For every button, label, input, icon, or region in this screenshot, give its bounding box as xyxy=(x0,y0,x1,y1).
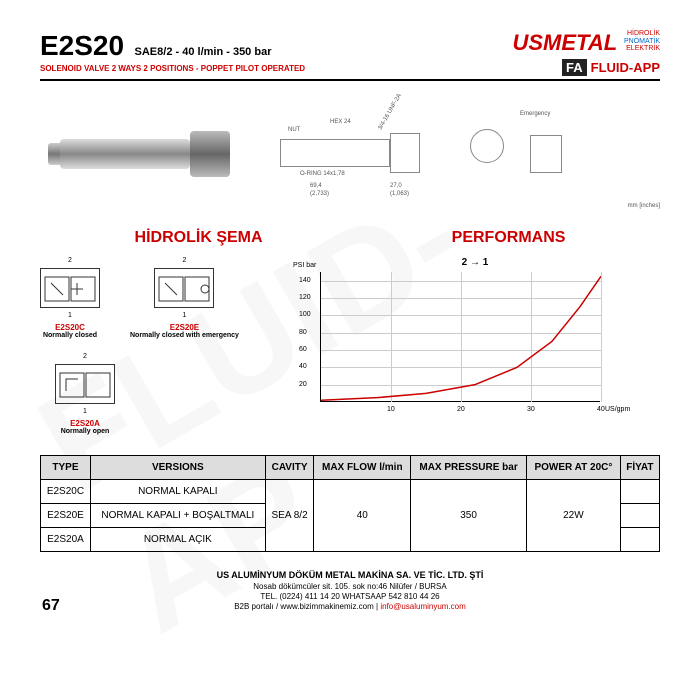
chart-legend: 2 → 1 xyxy=(290,257,660,268)
schema-2: 2 1 E2S20E Normally closed with emergenc… xyxy=(130,257,239,339)
performance-chart: 2 → 1 PSI bar 2040608010012014010203040U… xyxy=(290,257,660,435)
dim-69: 69,4 xyxy=(310,183,322,189)
address: Nosab dökümcüler sit. 105. sok no:46 Nil… xyxy=(40,582,660,592)
diagram-row: HEX 24 NUT 3/4-16 UNF-2A O-RING 14x1,78 … xyxy=(40,99,660,209)
header: E2S20 SAE8/2 - 40 l/min - 350 bar SOLENO… xyxy=(40,30,660,81)
schema-3: 2 1 E2S20A Normally open xyxy=(40,353,130,435)
logo-block: USMETAL HİDROLİK PNÖMATİK ELEKTRİK FAFLU… xyxy=(512,30,660,75)
brand-fluid: FAFLUID-APP xyxy=(512,60,660,75)
perf-title: PERFORMANS xyxy=(452,229,566,247)
label-emergency: Emergency xyxy=(520,111,550,117)
label-hex: HEX 24 xyxy=(330,119,351,125)
footer: US ALUMİNYUM DÖKÜM METAL MAKİNA SA. VE T… xyxy=(40,570,660,613)
units: mm [inches] xyxy=(628,203,660,209)
product-code: E2S20 xyxy=(40,30,124,61)
product-desc: SOLENOID VALVE 2 WAYS 2 POSITIONS - POPP… xyxy=(40,64,305,73)
product-specs: SAE8/2 - 40 l/min - 350 bar xyxy=(135,46,272,58)
email: info@usaluminyum.com xyxy=(380,602,465,611)
schema-title: HİDROLİK ŞEMA xyxy=(135,229,263,247)
phones: TEL. (0224) 411 14 20 WHATSAAP 542 810 4… xyxy=(40,592,660,602)
title-block: E2S20 SAE8/2 - 40 l/min - 350 bar SOLENO… xyxy=(40,30,305,73)
web: B2B portalı / www.bizimmakinemiz.com | i… xyxy=(40,602,660,612)
label-nut: NUT xyxy=(288,127,300,133)
schema-1: 2 1 E2S20C Normally closed xyxy=(40,257,100,339)
section-titles: HİDROLİK ŞEMA PERFORMANS xyxy=(40,229,660,247)
brand-usmetal: USMETAL xyxy=(512,30,617,55)
label-oring: O-RING 14x1,78 xyxy=(300,171,345,177)
brand-tags: HİDROLİK PNÖMATİK ELEKTRİK xyxy=(624,30,660,53)
label-thread: 3/4-16 UNF-2A xyxy=(377,93,402,131)
valve-render xyxy=(40,99,250,199)
content-row: 2 1 E2S20C Normally closed 2 1 E2S20E No… xyxy=(40,257,660,435)
company-name: US ALUMİNYUM DÖKÜM METAL MAKİNA SA. VE T… xyxy=(40,570,660,582)
chart-canvas: PSI bar 2040608010012014010203040US/gpm xyxy=(320,272,600,402)
technical-drawing: HEX 24 NUT 3/4-16 UNF-2A O-RING 14x1,78 … xyxy=(270,99,660,209)
spec-table: TYPEVERSIONSCAVITYMAX FLOW l/minMAX PRES… xyxy=(40,455,660,552)
hydraulic-schemas: 2 1 E2S20C Normally closed 2 1 E2S20E No… xyxy=(40,257,290,435)
dim-27: 27,0 xyxy=(390,183,402,189)
datasheet-page: E2S20 SAE8/2 - 40 l/min - 350 bar SOLENO… xyxy=(0,0,700,633)
page-number: 67 xyxy=(42,597,60,615)
